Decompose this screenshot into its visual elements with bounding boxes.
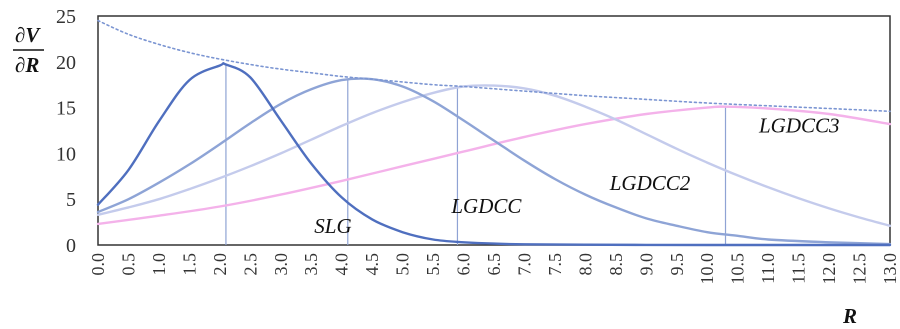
x-tick-label: 11.5 (789, 253, 809, 284)
x-tick-label: 10.5 (728, 253, 748, 285)
y-axis-label-top: ∂V (15, 23, 41, 47)
x-tick-label: 2.5 (240, 253, 260, 276)
x-tick-label: 6.0 (454, 253, 474, 276)
x-tick-label: 2.0 (210, 253, 230, 276)
series-annotation: LGDCC2 (609, 171, 691, 195)
x-tick-label: 6.5 (484, 253, 504, 276)
x-tick-label: 4.0 (332, 253, 352, 276)
plot-border (97, 15, 891, 246)
x-tick-label: 12.0 (819, 253, 839, 285)
y-axis-tick-labels: 0 5 10 15 20 25 (56, 6, 76, 257)
x-tick-label: 1.0 (149, 253, 169, 276)
annotations: SLG LGDCC LGDCC2 LGDCC3 (314, 113, 839, 238)
x-axis-label: R (842, 304, 857, 328)
x-tick-label: 4.5 (362, 253, 382, 276)
x-tick-label: 0.5 (118, 253, 138, 276)
x-tick-label: 3.0 (271, 253, 291, 276)
series-lines (96, 19, 892, 247)
envelope-dotted-line (97, 19, 891, 113)
y-tick-label: 0 (66, 235, 76, 257)
x-tick-label: 10.0 (697, 253, 717, 285)
x-tick-label: 9.5 (667, 253, 687, 276)
x-tick-label: 11.0 (758, 253, 778, 284)
y-tick-label: 20 (56, 52, 76, 74)
x-tick-label: 3.5 (301, 253, 321, 276)
x-axis-tick-labels: 0.0 0.5 1.0 1.5 2.0 2.5 3.0 3.5 4.0 4.5 5.0 5.5 6.0 6… (88, 253, 900, 285)
series-annotation: LGDCC (450, 194, 522, 218)
series-annotation: SLG (314, 214, 351, 238)
x-tick-label: 5.5 (423, 253, 443, 276)
plot-frame (97, 15, 891, 246)
y-tick-label: 10 (56, 143, 76, 165)
series-line-lgdcc2 (96, 84, 892, 227)
y-tick-label: 25 (56, 6, 76, 28)
x-tick-label: 12.5 (850, 253, 870, 285)
x-tick-label: 9.0 (636, 253, 656, 276)
y-axis-label-bottom: ∂R (15, 53, 39, 77)
peak-markers (225, 64, 727, 245)
series-line-slg (96, 62, 892, 247)
series-annotation: LGDCC3 (758, 113, 840, 137)
x-tick-label: 1.5 (179, 253, 199, 276)
x-tick-label: 8.0 (575, 253, 595, 276)
series-line-lgdcc3 (96, 105, 892, 226)
y-tick-label: 5 (66, 189, 76, 211)
x-tick-label: 13.0 (880, 253, 900, 285)
y-tick-label: 15 (56, 98, 76, 120)
x-tick-label: 7.0 (514, 253, 534, 276)
x-tick-label: 7.5 (545, 253, 565, 276)
x-tick-label: 5.0 (393, 253, 413, 276)
series-line-lgdcc (96, 77, 892, 246)
x-tick-label: 0.0 (88, 253, 108, 276)
x-tick-label: 8.5 (606, 253, 626, 276)
